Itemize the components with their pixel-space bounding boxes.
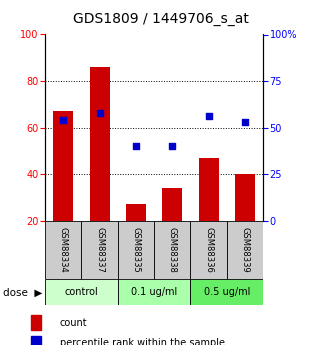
Bar: [53, 111, 73, 221]
Text: GSM88335: GSM88335: [131, 227, 140, 273]
Point: [206, 114, 211, 119]
Bar: [154, 221, 190, 279]
Bar: [31, 315, 41, 329]
Text: GSM88336: GSM88336: [204, 227, 213, 273]
Bar: [31, 336, 41, 345]
Point: [61, 117, 66, 123]
Bar: [190, 221, 227, 279]
Bar: [190, 279, 263, 305]
Text: GSM88338: GSM88338: [168, 227, 177, 273]
Bar: [118, 279, 190, 305]
Bar: [45, 221, 81, 279]
Text: GSM88334: GSM88334: [59, 227, 68, 273]
Text: GSM88337: GSM88337: [95, 227, 104, 273]
Text: GDS1809 / 1449706_s_at: GDS1809 / 1449706_s_at: [73, 12, 248, 26]
Text: 0.1 ug/ml: 0.1 ug/ml: [131, 287, 177, 297]
Text: count: count: [60, 318, 87, 327]
Bar: [235, 174, 255, 221]
Point: [97, 110, 102, 116]
Bar: [162, 188, 182, 221]
Bar: [90, 67, 109, 221]
Text: dose  ▶: dose ▶: [3, 287, 43, 297]
Bar: [227, 221, 263, 279]
Point: [170, 144, 175, 149]
Text: 0.5 ug/ml: 0.5 ug/ml: [204, 287, 250, 297]
Bar: [118, 221, 154, 279]
Bar: [126, 205, 146, 221]
Point: [133, 144, 138, 149]
Text: control: control: [65, 287, 98, 297]
Text: GSM88339: GSM88339: [240, 227, 249, 273]
Text: percentile rank within the sample: percentile rank within the sample: [60, 338, 225, 345]
Point: [242, 119, 247, 125]
Bar: [81, 221, 118, 279]
Bar: [45, 279, 118, 305]
Bar: [199, 158, 219, 221]
